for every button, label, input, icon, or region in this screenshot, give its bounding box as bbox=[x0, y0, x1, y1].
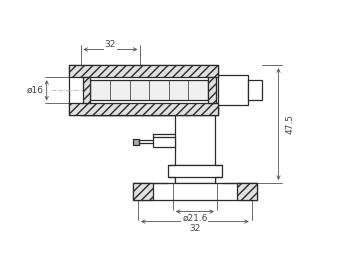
Bar bbox=[218, 75, 248, 105]
Text: ø16: ø16 bbox=[26, 86, 43, 95]
Bar bbox=[68, 103, 218, 115]
Bar bbox=[153, 137, 175, 147]
Bar bbox=[133, 183, 153, 200]
Bar bbox=[133, 139, 139, 145]
Bar bbox=[208, 77, 216, 103]
Bar bbox=[82, 77, 90, 103]
Bar bbox=[90, 80, 208, 100]
Bar bbox=[168, 165, 222, 177]
Text: 32: 32 bbox=[105, 40, 116, 49]
Bar bbox=[237, 183, 257, 200]
Bar bbox=[133, 183, 257, 200]
Bar bbox=[175, 165, 215, 183]
Text: 47.5: 47.5 bbox=[286, 114, 295, 134]
Bar bbox=[68, 65, 218, 77]
Text: ø21.6: ø21.6 bbox=[182, 214, 208, 223]
Text: 32: 32 bbox=[189, 224, 201, 233]
Bar bbox=[248, 80, 262, 100]
